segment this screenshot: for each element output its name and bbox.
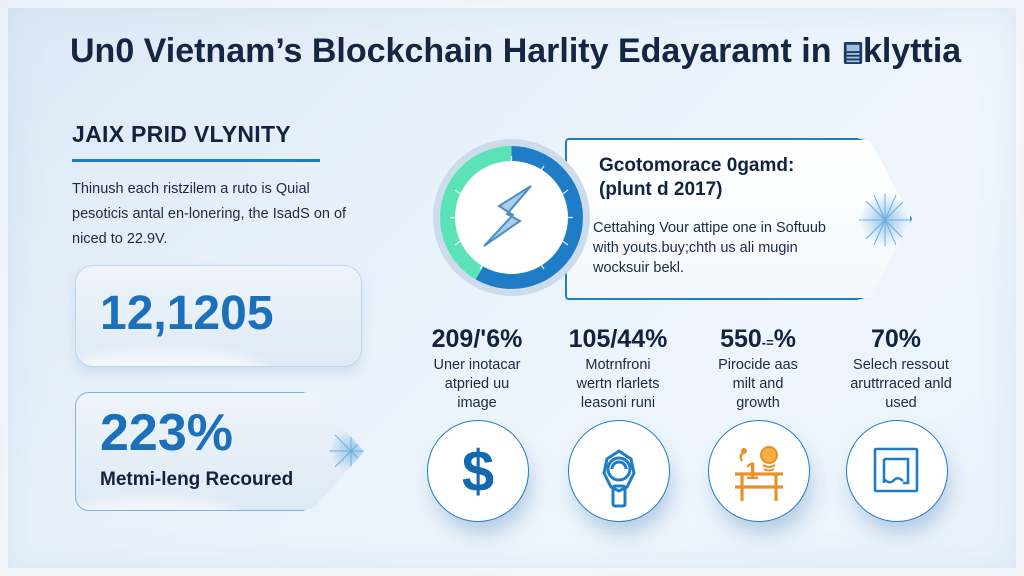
svg-text:$: $ [462, 439, 494, 504]
svg-text:1: 1 [745, 458, 758, 485]
